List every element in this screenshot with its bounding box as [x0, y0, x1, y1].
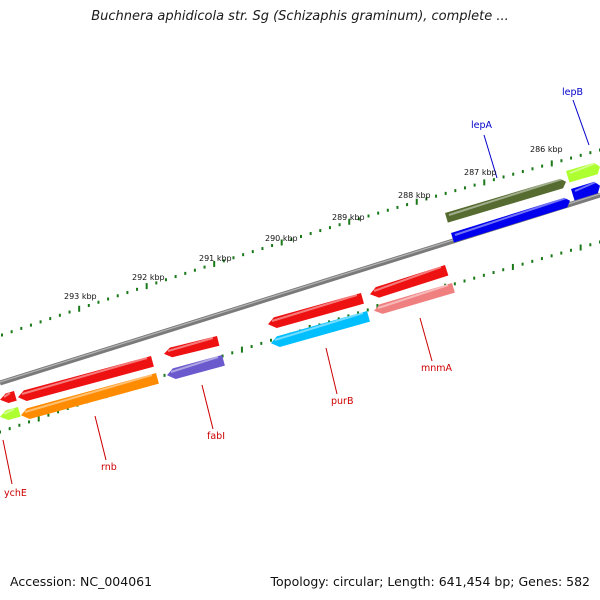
gene-arrow-green-start[interactable]: [0, 407, 21, 421]
scale-label-293kbp: 293 kbp: [64, 292, 97, 301]
scale-label-288kbp: 288 kbp: [398, 191, 431, 200]
leader-lepB: [572, 99, 590, 146]
gene-label-ychE[interactable]: ychE: [4, 488, 27, 499]
gene-label-purB[interactable]: purB: [331, 396, 353, 407]
scale-label-286kbp: 286 kbp: [530, 145, 563, 154]
leader-mnmA: [419, 317, 433, 362]
gene-arrow-lepB[interactable]: [566, 162, 600, 183]
gene-arrow-red-4[interactable]: [370, 265, 449, 298]
gene-arrow-ychE[interactable]: [0, 391, 17, 403]
leader-rnb: [94, 415, 107, 461]
scale-label-290kbp: 290 kbp: [265, 234, 298, 243]
gene-label-mnmA[interactable]: mnmA: [421, 363, 453, 374]
gene-arrow-red-2[interactable]: [164, 336, 220, 358]
gene-arrow-olive[interactable]: [445, 178, 566, 223]
gene-arrow-rnb[interactable]: [21, 373, 159, 420]
scale-label-289kbp: 289 kbp: [332, 213, 365, 222]
gene-label-lepB[interactable]: lepB: [562, 87, 583, 98]
scale-label-292kbp: 292 kbp: [132, 273, 165, 282]
topology-summary: Topology: circular; Length: 641,454 bp; …: [270, 574, 591, 589]
gene-arrow-purB[interactable]: [271, 311, 370, 347]
leader-fabI: [201, 384, 214, 430]
gene-label-fabI[interactable]: fabI: [207, 431, 225, 442]
scale-label-291kbp: 291 kbp: [199, 254, 232, 263]
gene-arrow-fabI[interactable]: [167, 355, 225, 380]
gene-arrow-red-3[interactable]: [268, 293, 364, 328]
scale-label-287kbp: 287 kbp: [464, 168, 497, 177]
gene-label-lepA[interactable]: lepA: [471, 120, 493, 131]
gene-label-rnb[interactable]: rnb: [101, 462, 117, 473]
label-leader-lines: [2, 99, 590, 485]
gene-arrow-blue-end[interactable]: [571, 181, 600, 201]
leader-ychE: [2, 439, 13, 485]
leader-purB: [325, 347, 338, 395]
gene-features: [0, 162, 600, 421]
outer-tick-ring: [1, 148, 600, 337]
accession-label: Accession: NC_004061: [10, 574, 153, 589]
gene-arrow-red-1[interactable]: [18, 356, 154, 402]
map-title: Buchnera aphidicola str. Sg (Schizaphis …: [91, 9, 509, 24]
leader-lepA: [483, 134, 498, 179]
gene-arrow-lepA[interactable]: [451, 197, 570, 243]
gene-arrow-mnmA[interactable]: [374, 283, 455, 314]
